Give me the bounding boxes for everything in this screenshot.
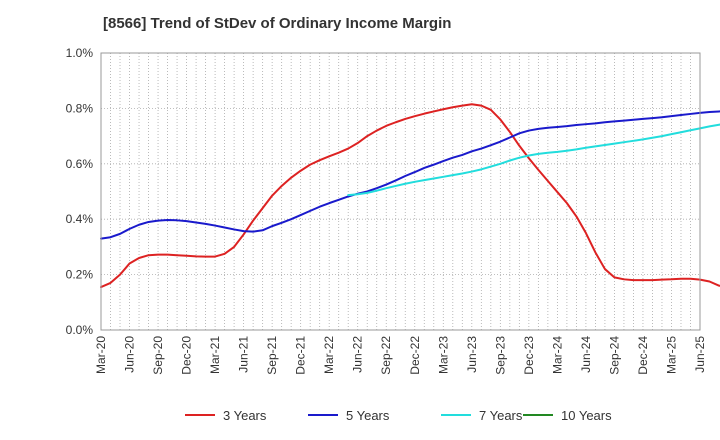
chart-title: [8566] Trend of StDev of Ordinary Income… bbox=[103, 15, 451, 32]
x-tick-label: Sep-20 bbox=[151, 336, 165, 375]
legend: 3 Years 5 Years 7 Years 10 Years bbox=[185, 408, 612, 423]
x-tick-label: Sep-24 bbox=[607, 336, 621, 375]
x-tick-label: Jun-20 bbox=[123, 336, 137, 373]
y-tick-label: 0.8% bbox=[66, 101, 94, 115]
x-tick-label: Jun-22 bbox=[351, 336, 365, 373]
x-tick-label: Dec-21 bbox=[294, 336, 308, 375]
x-tick-label: Jun-25 bbox=[693, 336, 707, 373]
y-tick-label: 0.4% bbox=[66, 212, 94, 226]
y-axis: 0.0% 0.2% 0.4% 0.6% 0.8% 1.0% bbox=[66, 46, 94, 337]
x-tick-label: Mar-22 bbox=[322, 336, 336, 374]
x-tick-label: Mar-25 bbox=[664, 336, 678, 374]
plot-border bbox=[100, 52, 701, 331]
x-tick-label: Dec-24 bbox=[636, 336, 650, 375]
x-tick-label: Dec-20 bbox=[180, 336, 194, 375]
series-line-7-years bbox=[347, 123, 720, 197]
series-line-5-years bbox=[100, 110, 720, 240]
x-tick-label: Mar-23 bbox=[436, 336, 450, 374]
x-tick-label: Dec-22 bbox=[408, 336, 422, 375]
y-tick-label: 1.0% bbox=[66, 46, 94, 60]
x-tick-label: Jun-21 bbox=[237, 336, 251, 373]
x-tick-label: Mar-24 bbox=[550, 336, 564, 374]
x-tick-label: Sep-21 bbox=[265, 336, 279, 375]
x-tick-label: Mar-21 bbox=[208, 336, 222, 374]
legend-label: 3 Years bbox=[223, 408, 267, 423]
x-axis: Mar-20 Jun-20 Sep-20 Dec-20 Mar-21 Jun-21 Sep-… bbox=[94, 336, 707, 375]
x-tick-label: Sep-22 bbox=[379, 336, 393, 375]
x-tick-label: Sep-23 bbox=[493, 336, 507, 375]
x-tick-label: Dec-23 bbox=[522, 336, 536, 375]
y-tick-label: 0.6% bbox=[66, 157, 94, 171]
series-line-3-years bbox=[100, 103, 720, 289]
legend-label: 10 Years bbox=[561, 408, 612, 423]
series-lines bbox=[100, 103, 720, 289]
x-tick-label: Jun-24 bbox=[579, 336, 593, 373]
x-tick-label: Jun-23 bbox=[465, 336, 479, 373]
y-tick-label: 0.0% bbox=[66, 323, 94, 337]
x-tick-label: Mar-20 bbox=[94, 336, 108, 374]
legend-label: 5 Years bbox=[346, 408, 390, 423]
y-tick-label: 0.2% bbox=[66, 268, 94, 282]
legend-label: 7 Years bbox=[479, 408, 523, 423]
